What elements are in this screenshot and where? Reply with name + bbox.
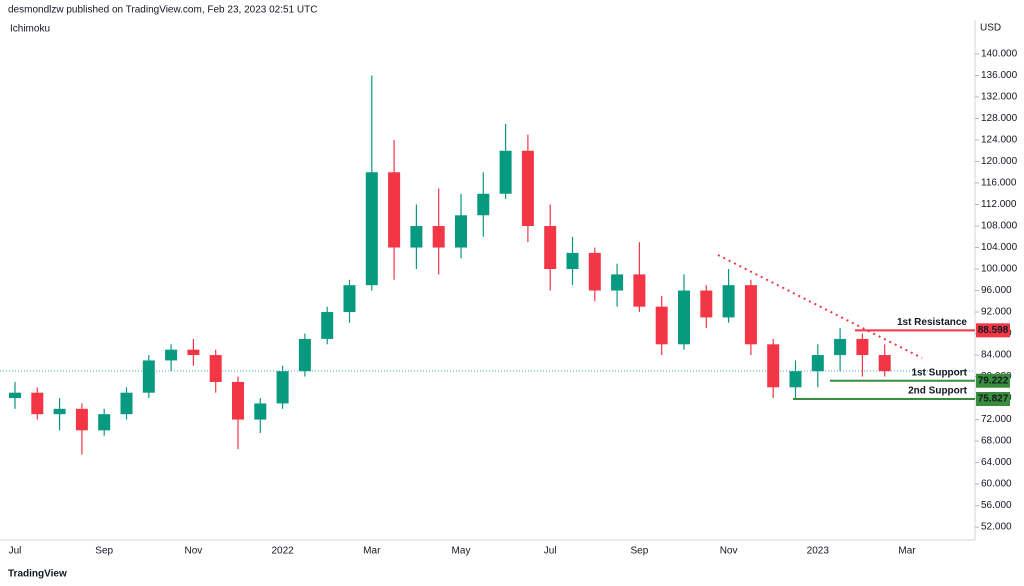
y-tick-label: 104.000: [981, 242, 1018, 253]
candle-body: [678, 290, 690, 345]
candle-body: [232, 381, 244, 420]
candle-body: [321, 312, 334, 339]
x-tick-label: Sep: [631, 546, 649, 557]
y-tick-label: 120.000: [981, 156, 1018, 167]
x-tick-label: Jul: [9, 546, 22, 557]
y-tick-label: 108.000: [981, 221, 1018, 232]
candle-body: [722, 285, 735, 318]
candle-body: [298, 338, 311, 372]
candle-body: [365, 172, 378, 286]
candle-body: [633, 274, 646, 307]
brand: TradingView: [8, 569, 67, 580]
level-badge: [976, 391, 1010, 406]
candle-body: [276, 371, 289, 404]
level-name: 1st Resistance: [897, 317, 967, 328]
candle-body: [834, 338, 847, 356]
level-value: 75.827: [978, 394, 1009, 405]
candle-body: [544, 226, 557, 270]
candle-body: [142, 360, 155, 393]
candle-body: [566, 252, 579, 270]
level-name: 1st Support: [911, 367, 967, 378]
candle-body: [31, 392, 44, 415]
candle-body: [9, 392, 21, 399]
candle-body: [187, 349, 200, 356]
candle-body: [254, 403, 267, 420]
level-badge: [976, 373, 1010, 388]
candle-body: [767, 344, 780, 388]
level-name: 2nd Support: [908, 386, 968, 397]
candle-body: [120, 392, 133, 415]
level-badge: [976, 323, 1010, 338]
candle-body: [655, 306, 668, 345]
y-tick-label: 136.000: [981, 70, 1018, 81]
y-tick-label: 132.000: [981, 92, 1018, 103]
y-tick-label: 68.000: [981, 436, 1012, 447]
candle-body: [455, 215, 467, 248]
y-tick-label: 128.000: [981, 113, 1018, 124]
candle-body: [98, 414, 111, 431]
y-tick-label: 84.000: [981, 350, 1012, 361]
candle-body: [878, 355, 891, 372]
candle-body: [165, 349, 178, 361]
x-tick-label: Jul: [544, 546, 557, 557]
candle-body: [588, 252, 601, 291]
byline: desmondlzw published on TradingView.com,…: [8, 5, 317, 16]
indicator-label: Ichimoku: [10, 24, 50, 35]
y-tick-label: 112.000: [981, 199, 1017, 210]
y-tick-label: 124.000: [981, 135, 1018, 146]
x-tick-label: May: [452, 546, 471, 557]
candle-body: [811, 355, 824, 372]
candle-body: [499, 150, 512, 194]
y-tick-label: 92.000: [981, 307, 1012, 318]
y-tick-label: 60.000: [981, 479, 1012, 490]
candle-body: [521, 150, 534, 227]
y-tick-label: 116.000: [981, 178, 1017, 189]
candle-body: [343, 285, 356, 313]
y-tick-label: 96.000: [981, 285, 1012, 296]
candle-body: [789, 371, 802, 388]
candle-body: [856, 338, 869, 356]
y-tick-label: 72.000: [981, 414, 1012, 425]
level-value: 79.222: [978, 375, 1009, 386]
x-tick-label: 2022: [271, 546, 294, 557]
y-tick-label: 140.000: [981, 49, 1018, 60]
level-value: 88.598: [978, 325, 1009, 336]
candle-body: [209, 355, 222, 382]
candle-body: [477, 193, 490, 216]
candle-body: [53, 408, 66, 415]
candle-body: [611, 274, 624, 291]
x-tick-label: Mar: [363, 546, 381, 557]
trendline: [717, 254, 923, 359]
x-tick-label: Mar: [898, 546, 916, 557]
x-tick-label: Nov: [720, 546, 738, 557]
y-tick-label: 52.000: [981, 522, 1012, 533]
y-tick-label: 100.000: [981, 264, 1018, 275]
x-tick-label: Sep: [95, 546, 113, 557]
candle-body: [432, 226, 445, 248]
y-unit: USD: [980, 23, 1001, 34]
candle-body: [388, 172, 401, 248]
candle-body: [410, 226, 423, 248]
candle-body: [700, 290, 713, 318]
y-tick-label: 56.000: [981, 500, 1012, 511]
candle-body: [75, 408, 88, 431]
candle-body: [744, 285, 757, 345]
x-tick-label: 2023: [807, 546, 830, 557]
y-tick-label: 64.000: [981, 457, 1012, 468]
x-tick-label: Nov: [185, 546, 203, 557]
